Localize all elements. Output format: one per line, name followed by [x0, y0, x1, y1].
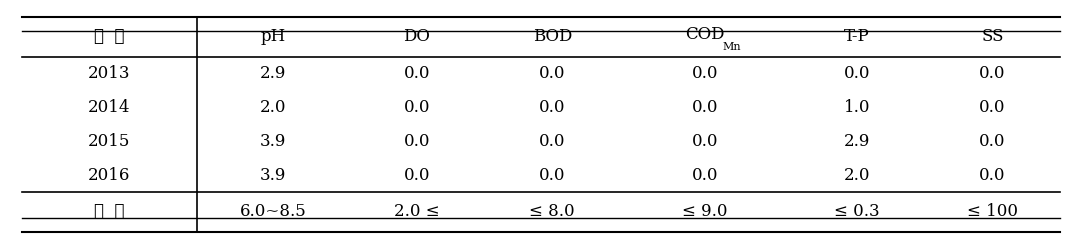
Text: 2015: 2015 [88, 133, 130, 150]
Text: 0.0: 0.0 [691, 167, 718, 184]
Text: 2013: 2013 [88, 65, 131, 82]
Text: 0.0: 0.0 [539, 133, 566, 150]
Text: 0.0: 0.0 [844, 65, 870, 82]
Text: 0.0: 0.0 [539, 99, 566, 116]
Text: T-P: T-P [844, 29, 870, 45]
Text: pH: pH [261, 29, 286, 45]
Text: 3.9: 3.9 [260, 167, 286, 184]
Text: 0.0: 0.0 [979, 65, 1006, 82]
Text: 0.0: 0.0 [404, 99, 430, 116]
Text: 0.0: 0.0 [979, 99, 1006, 116]
Text: ≤ 0.3: ≤ 0.3 [834, 203, 880, 220]
Text: 6.0~8.5: 6.0~8.5 [239, 203, 306, 220]
Text: 0.0: 0.0 [404, 167, 430, 184]
Text: SS: SS [981, 29, 1004, 45]
Text: 2.0: 2.0 [844, 167, 870, 184]
Text: 0.0: 0.0 [539, 65, 566, 82]
Text: 2.9: 2.9 [260, 65, 286, 82]
Text: ≤ 8.0: ≤ 8.0 [529, 203, 576, 220]
Text: 0.0: 0.0 [691, 99, 718, 116]
Text: ≤ 100: ≤ 100 [967, 203, 1018, 220]
Text: 0.0: 0.0 [979, 133, 1006, 150]
Text: 기  준: 기 준 [94, 203, 124, 220]
Text: BOD: BOD [532, 29, 572, 45]
Text: 2014: 2014 [88, 99, 131, 116]
Text: 2.9: 2.9 [844, 133, 870, 150]
Text: 2016: 2016 [88, 167, 130, 184]
Text: Mn: Mn [723, 42, 741, 52]
Text: 2.0: 2.0 [260, 99, 286, 116]
Text: 2.0 ≤: 2.0 ≤ [394, 203, 439, 220]
Text: 0.0: 0.0 [979, 167, 1006, 184]
Text: COD: COD [685, 26, 725, 43]
Text: 0.0: 0.0 [404, 65, 430, 82]
Text: 3.9: 3.9 [260, 133, 286, 150]
Text: 0.0: 0.0 [691, 133, 718, 150]
Text: ≤ 9.0: ≤ 9.0 [682, 203, 727, 220]
Text: 시  기: 시 기 [94, 29, 124, 45]
Text: 0.0: 0.0 [539, 167, 566, 184]
Text: 0.0: 0.0 [404, 133, 430, 150]
Text: DO: DO [404, 29, 431, 45]
Text: 1.0: 1.0 [844, 99, 870, 116]
Text: 0.0: 0.0 [691, 65, 718, 82]
